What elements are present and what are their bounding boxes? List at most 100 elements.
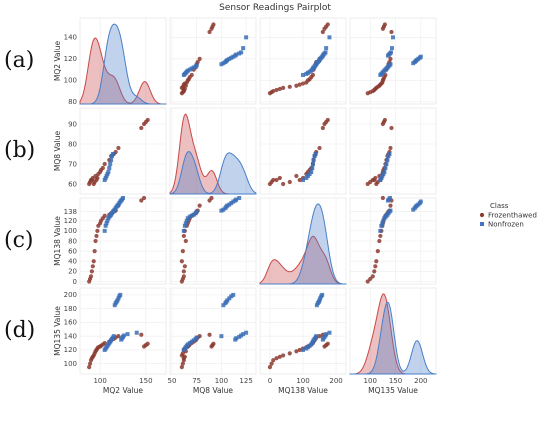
point-nonfrozen xyxy=(118,292,123,297)
panel-frame xyxy=(79,17,167,105)
ytick-label: 20 xyxy=(68,268,77,276)
point-frozenthawed xyxy=(141,195,147,201)
kde-frozenthawed xyxy=(79,37,167,105)
point-nonfrozen xyxy=(194,335,199,340)
xlabel: MQ135 Value xyxy=(368,386,418,395)
panel-frame xyxy=(169,107,257,195)
point-frozenthawed xyxy=(180,361,185,366)
xtick-label: 100 xyxy=(296,377,309,385)
point-frozenthawed xyxy=(281,85,286,90)
point-frozenthawed xyxy=(277,175,282,181)
point-nonfrozen xyxy=(104,221,109,226)
ylabel: MQ2 Value xyxy=(53,41,62,82)
xtick-label: 200 xyxy=(329,377,342,385)
point-nonfrozen xyxy=(384,162,389,166)
point-nonfrozen xyxy=(244,35,249,40)
point-nonfrozen xyxy=(382,170,387,174)
point-nonfrozen xyxy=(388,208,393,213)
panel-frame xyxy=(349,107,437,195)
point-nonfrozen xyxy=(134,330,139,335)
point-nonfrozen xyxy=(388,62,393,67)
point-frozenthawed xyxy=(95,228,100,233)
point-frozenthawed xyxy=(287,351,292,356)
point-nonfrozen xyxy=(327,330,332,335)
point-frozenthawed xyxy=(181,269,186,274)
ytick-label: 40 xyxy=(68,258,77,266)
point-nonfrozen xyxy=(239,50,244,55)
point-frozenthawed xyxy=(294,349,299,354)
point-frozenthawed xyxy=(380,195,385,201)
chart-title: Sensor Readings Pairplot xyxy=(219,3,331,13)
xtick-label: 75 xyxy=(192,377,201,385)
point-frozenthawed xyxy=(374,259,379,264)
ytick-label: 100 xyxy=(64,227,77,235)
ytick-label: 60 xyxy=(68,247,77,255)
point-frozenthawed xyxy=(287,179,292,185)
point-nonfrozen xyxy=(234,197,239,202)
ytick-label: 180 xyxy=(64,305,77,313)
point-nonfrozen xyxy=(381,218,386,223)
xtick-label: 100 xyxy=(215,377,228,385)
point-frozenthawed xyxy=(297,347,302,353)
point-frozenthawed xyxy=(197,56,202,61)
point-frozenthawed xyxy=(388,203,393,208)
point-frozenthawed xyxy=(300,81,306,86)
point-frozenthawed xyxy=(91,259,96,264)
xtick-label: 0 xyxy=(268,377,272,385)
point-frozenthawed xyxy=(139,125,144,131)
point-frozenthawed xyxy=(182,264,187,269)
point-frozenthawed xyxy=(277,86,282,92)
ylabel: MQ8 Value xyxy=(53,131,62,172)
point-frozenthawed xyxy=(102,213,107,218)
point-nonfrozen xyxy=(323,50,328,55)
point-nonfrozen xyxy=(106,170,111,174)
panel-2-2 xyxy=(259,197,347,285)
point-frozenthawed xyxy=(274,356,279,361)
ytick-label: 200 xyxy=(64,291,77,299)
point-frozenthawed xyxy=(373,264,378,269)
point-nonfrozen xyxy=(107,166,112,170)
point-frozenthawed xyxy=(373,175,378,181)
point-frozenthawed xyxy=(388,145,393,151)
point-nonfrozen xyxy=(378,228,383,233)
point-frozenthawed xyxy=(93,238,98,244)
point-nonfrozen xyxy=(109,158,114,162)
point-nonfrozen xyxy=(194,209,199,214)
point-frozenthawed xyxy=(297,177,302,183)
point-nonfrozen xyxy=(380,221,385,226)
kde-nonfrozen xyxy=(350,301,437,375)
point-nonfrozen xyxy=(194,63,199,68)
point-nonfrozen xyxy=(387,196,392,200)
point-nonfrozen xyxy=(324,46,329,51)
point-frozenthawed xyxy=(116,334,121,339)
point-frozenthawed xyxy=(325,341,330,346)
xtick-label: 100 xyxy=(93,377,106,385)
point-frozenthawed xyxy=(310,72,316,78)
point-nonfrozen xyxy=(244,330,249,335)
point-nonfrozen xyxy=(310,162,315,166)
point-frozenthawed xyxy=(181,274,186,279)
ytick-label: 80 xyxy=(68,98,77,106)
panel-0-1 xyxy=(169,17,257,105)
point-nonfrozen xyxy=(184,218,189,223)
point-nonfrozen xyxy=(311,158,316,162)
point-frozenthawed xyxy=(189,72,194,78)
point-nonfrozen xyxy=(227,296,232,301)
point-frozenthawed xyxy=(183,238,188,244)
point-frozenthawed xyxy=(274,87,279,93)
point-nonfrozen xyxy=(241,332,246,337)
point-nonfrozen xyxy=(225,298,230,303)
point-frozenthawed xyxy=(281,353,286,358)
xtick-label: 50 xyxy=(168,377,177,385)
point-frozenthawed xyxy=(294,173,299,179)
point-nonfrozen xyxy=(116,296,121,301)
point-nonfrozen xyxy=(121,196,125,200)
ytick-label: 80 xyxy=(68,140,77,148)
point-nonfrozen xyxy=(221,303,226,308)
point-frozenthawed xyxy=(375,249,380,254)
panel-frame xyxy=(169,17,257,105)
point-nonfrozen xyxy=(102,228,107,233)
